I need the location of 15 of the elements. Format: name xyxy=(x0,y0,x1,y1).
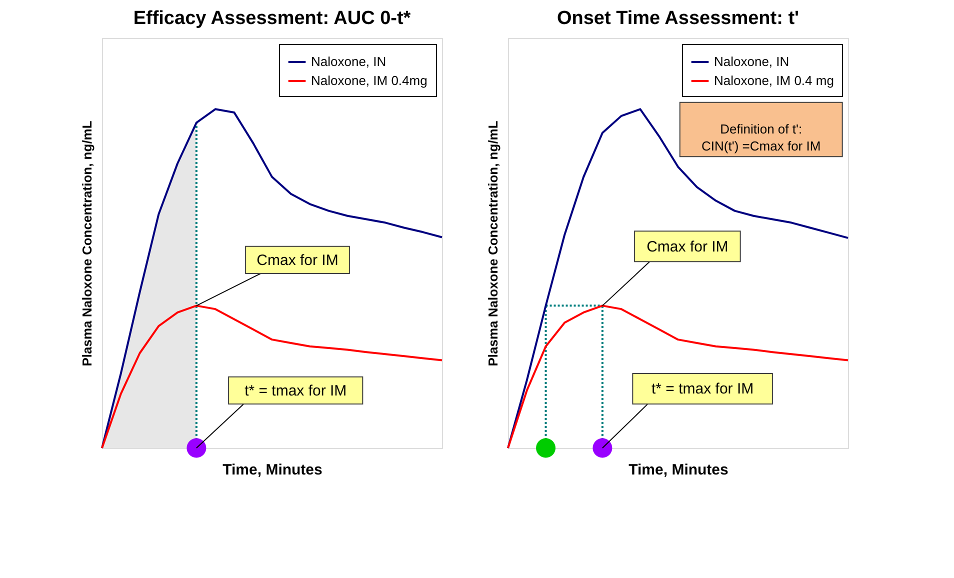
annotation: t* = tmax for IM xyxy=(244,382,347,400)
x-axis-title: Time, Minutes xyxy=(628,462,728,478)
legend-label: Naloxone, IM 0.4 mg xyxy=(714,73,834,88)
y-axis-title: Plasma Naloxone Concentration, ng/mL xyxy=(80,120,94,366)
annotation: Definition of t': CIN(t') =Cmax for IM xyxy=(702,121,821,154)
chart-title: Efficacy Assessment: AUC 0-t* xyxy=(133,8,412,29)
annotation: t* = tmax for IM xyxy=(652,380,754,398)
legend-label: Naloxone, IN xyxy=(714,54,790,69)
legend-label: Naloxone, IN xyxy=(311,54,386,69)
annotation: Cmax for IM xyxy=(646,238,728,256)
chart-title: Onset Time Assessment: t' xyxy=(556,8,800,29)
x-axis-title: Time, Minutes xyxy=(222,462,322,478)
legend-label: Naloxone, IM 0.4mg xyxy=(311,73,428,88)
annotation: Cmax for IM xyxy=(256,252,338,269)
y-axis-title: Plasma Naloxone Concentration, ng/mL xyxy=(486,120,500,366)
